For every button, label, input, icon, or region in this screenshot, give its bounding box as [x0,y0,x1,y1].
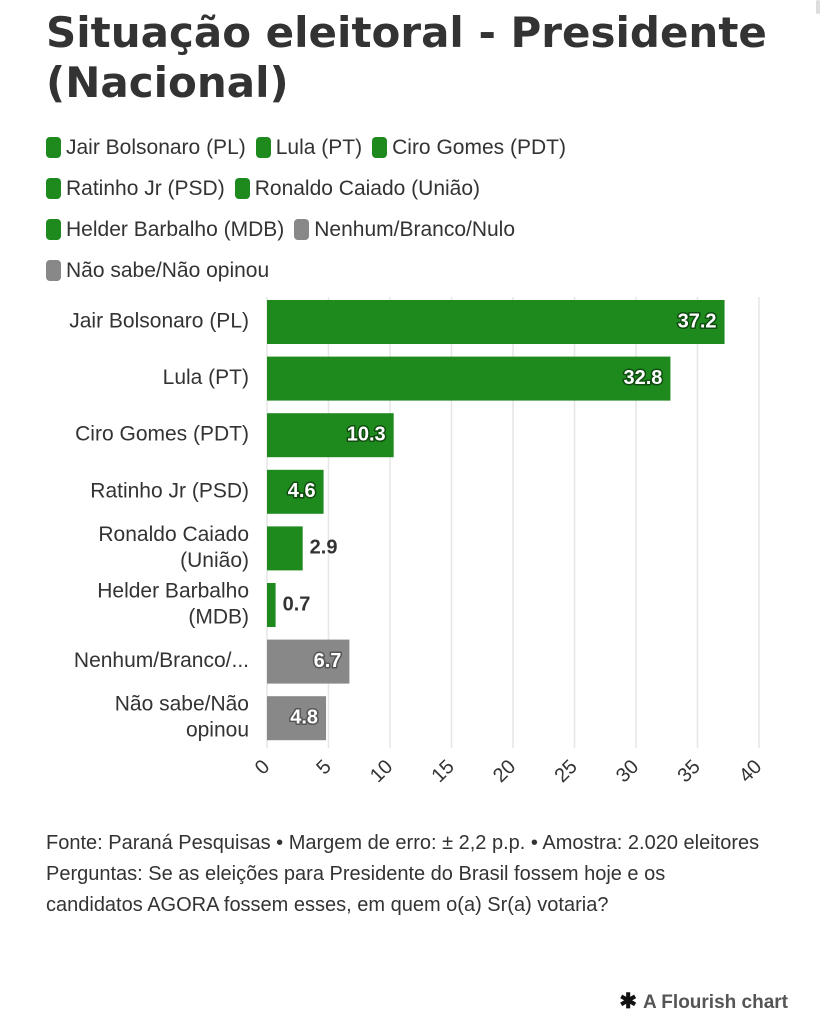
category-label: Ronaldo Caiado [98,523,249,546]
category-label: Ciro Gomes (PDT) [75,423,249,446]
legend: Jair Bolsonaro (PL) Lula (PT) Ciro Gomes (… [46,136,686,282]
question-note: Perguntas: Se as eleições para President… [46,863,666,916]
bar [267,639,350,684]
bar [267,413,394,458]
x-tick-label: 25 [550,756,581,787]
x-tick-label: 0 [251,756,274,779]
legend-item[interactable]: Ronaldo Caiado (União) [234,177,481,200]
x-tick-label: 35 [673,756,704,787]
x-tick-label: 5 [312,756,335,779]
category-label: Ratinho Jr (PSD) [90,479,249,502]
flourish-credit-link[interactable]: ✱ A Flourish chart [619,989,788,1014]
x-tick-label: 10 [366,756,397,787]
bar [267,356,671,401]
data-label: 4.8 [290,706,318,728]
legend-item[interactable]: Jair Bolsonaro (PL) [46,136,246,159]
category-label: (União) [180,549,249,572]
data-label: 32.8 [624,367,663,389]
category-label: Nenhum/Branco/... [74,649,249,672]
legend-label: Não sabe/Não opinou [66,259,270,282]
category-label: Lula (PT) [163,366,249,389]
chart-footer: Fonte: Paraná Pesquisas • Margem de erro… [46,828,766,921]
category-label: Helder Barbalho [97,580,249,603]
legend-item[interactable]: Ciro Gomes (PDT) [372,136,566,159]
legend-swatch [255,137,271,158]
legend-swatch [46,137,61,158]
legend-item[interactable]: Nenhum/Branco/Nulo [294,218,515,241]
category-label: Jair Bolsonaro (PL) [69,310,249,333]
legend-swatch [46,260,61,281]
legend-item[interactable]: Não sabe/Não opinou [46,259,269,282]
credit-text: A Flourish chart [643,992,788,1013]
bar [267,300,725,344]
legend-swatch [46,219,61,240]
legend-label: Helder Barbalho (MDB) [66,218,285,241]
legend-label: Ratinho Jr (PSD) [66,177,225,200]
asterisk-icon: ✱ [619,990,638,1013]
data-label: 0.7 [283,593,311,615]
category-label: opinou [186,719,249,742]
bar [267,583,276,627]
legend-label: Ronaldo Caiado (União) [254,177,481,200]
x-tick-label: 40 [735,756,766,787]
data-label: 2.9 [310,537,338,559]
legend-swatch [234,178,250,199]
data-label: 6.7 [314,650,342,672]
bar [267,526,303,571]
legend-label: Jair Bolsonaro (PL) [66,136,246,159]
scrollbar-indicator [816,0,820,14]
legend-swatch [46,178,61,199]
legend-swatch [372,137,388,158]
data-label: 10.3 [347,423,386,445]
legend-item[interactable]: Ratinho Jr (PSD) [46,177,225,200]
legend-label: Lula (PT) [275,136,363,159]
data-label: 37.2 [678,310,717,332]
legend-label: Nenhum/Branco/Nulo [314,218,516,241]
bar [267,696,327,741]
chart-title: Situação eleitoral - Presidente (Naciona… [46,8,767,107]
legend-swatch [294,219,310,240]
legend-label: Ciro Gomes (PDT) [392,136,566,159]
legend-item[interactable]: Lula (PT) [255,136,363,159]
bar [267,469,324,514]
bar-chart: 0 5 10 15 20 25 30 35 40 Jair Bolsonaro (PL) 37.2 L… [69,297,766,787]
x-tick-label: 30 [612,756,643,787]
legend-item[interactable]: Helder Barbalho (MDB) [46,218,284,241]
category-label: (MDB) [188,606,249,629]
data-label: 4.6 [288,480,316,502]
source-note: Fonte: Paraná Pesquisas • Margem de erro… [46,832,760,854]
category-label: Não sabe/Não [115,693,249,716]
x-tick-label: 20 [489,756,520,787]
x-tick-label: 15 [427,756,458,787]
